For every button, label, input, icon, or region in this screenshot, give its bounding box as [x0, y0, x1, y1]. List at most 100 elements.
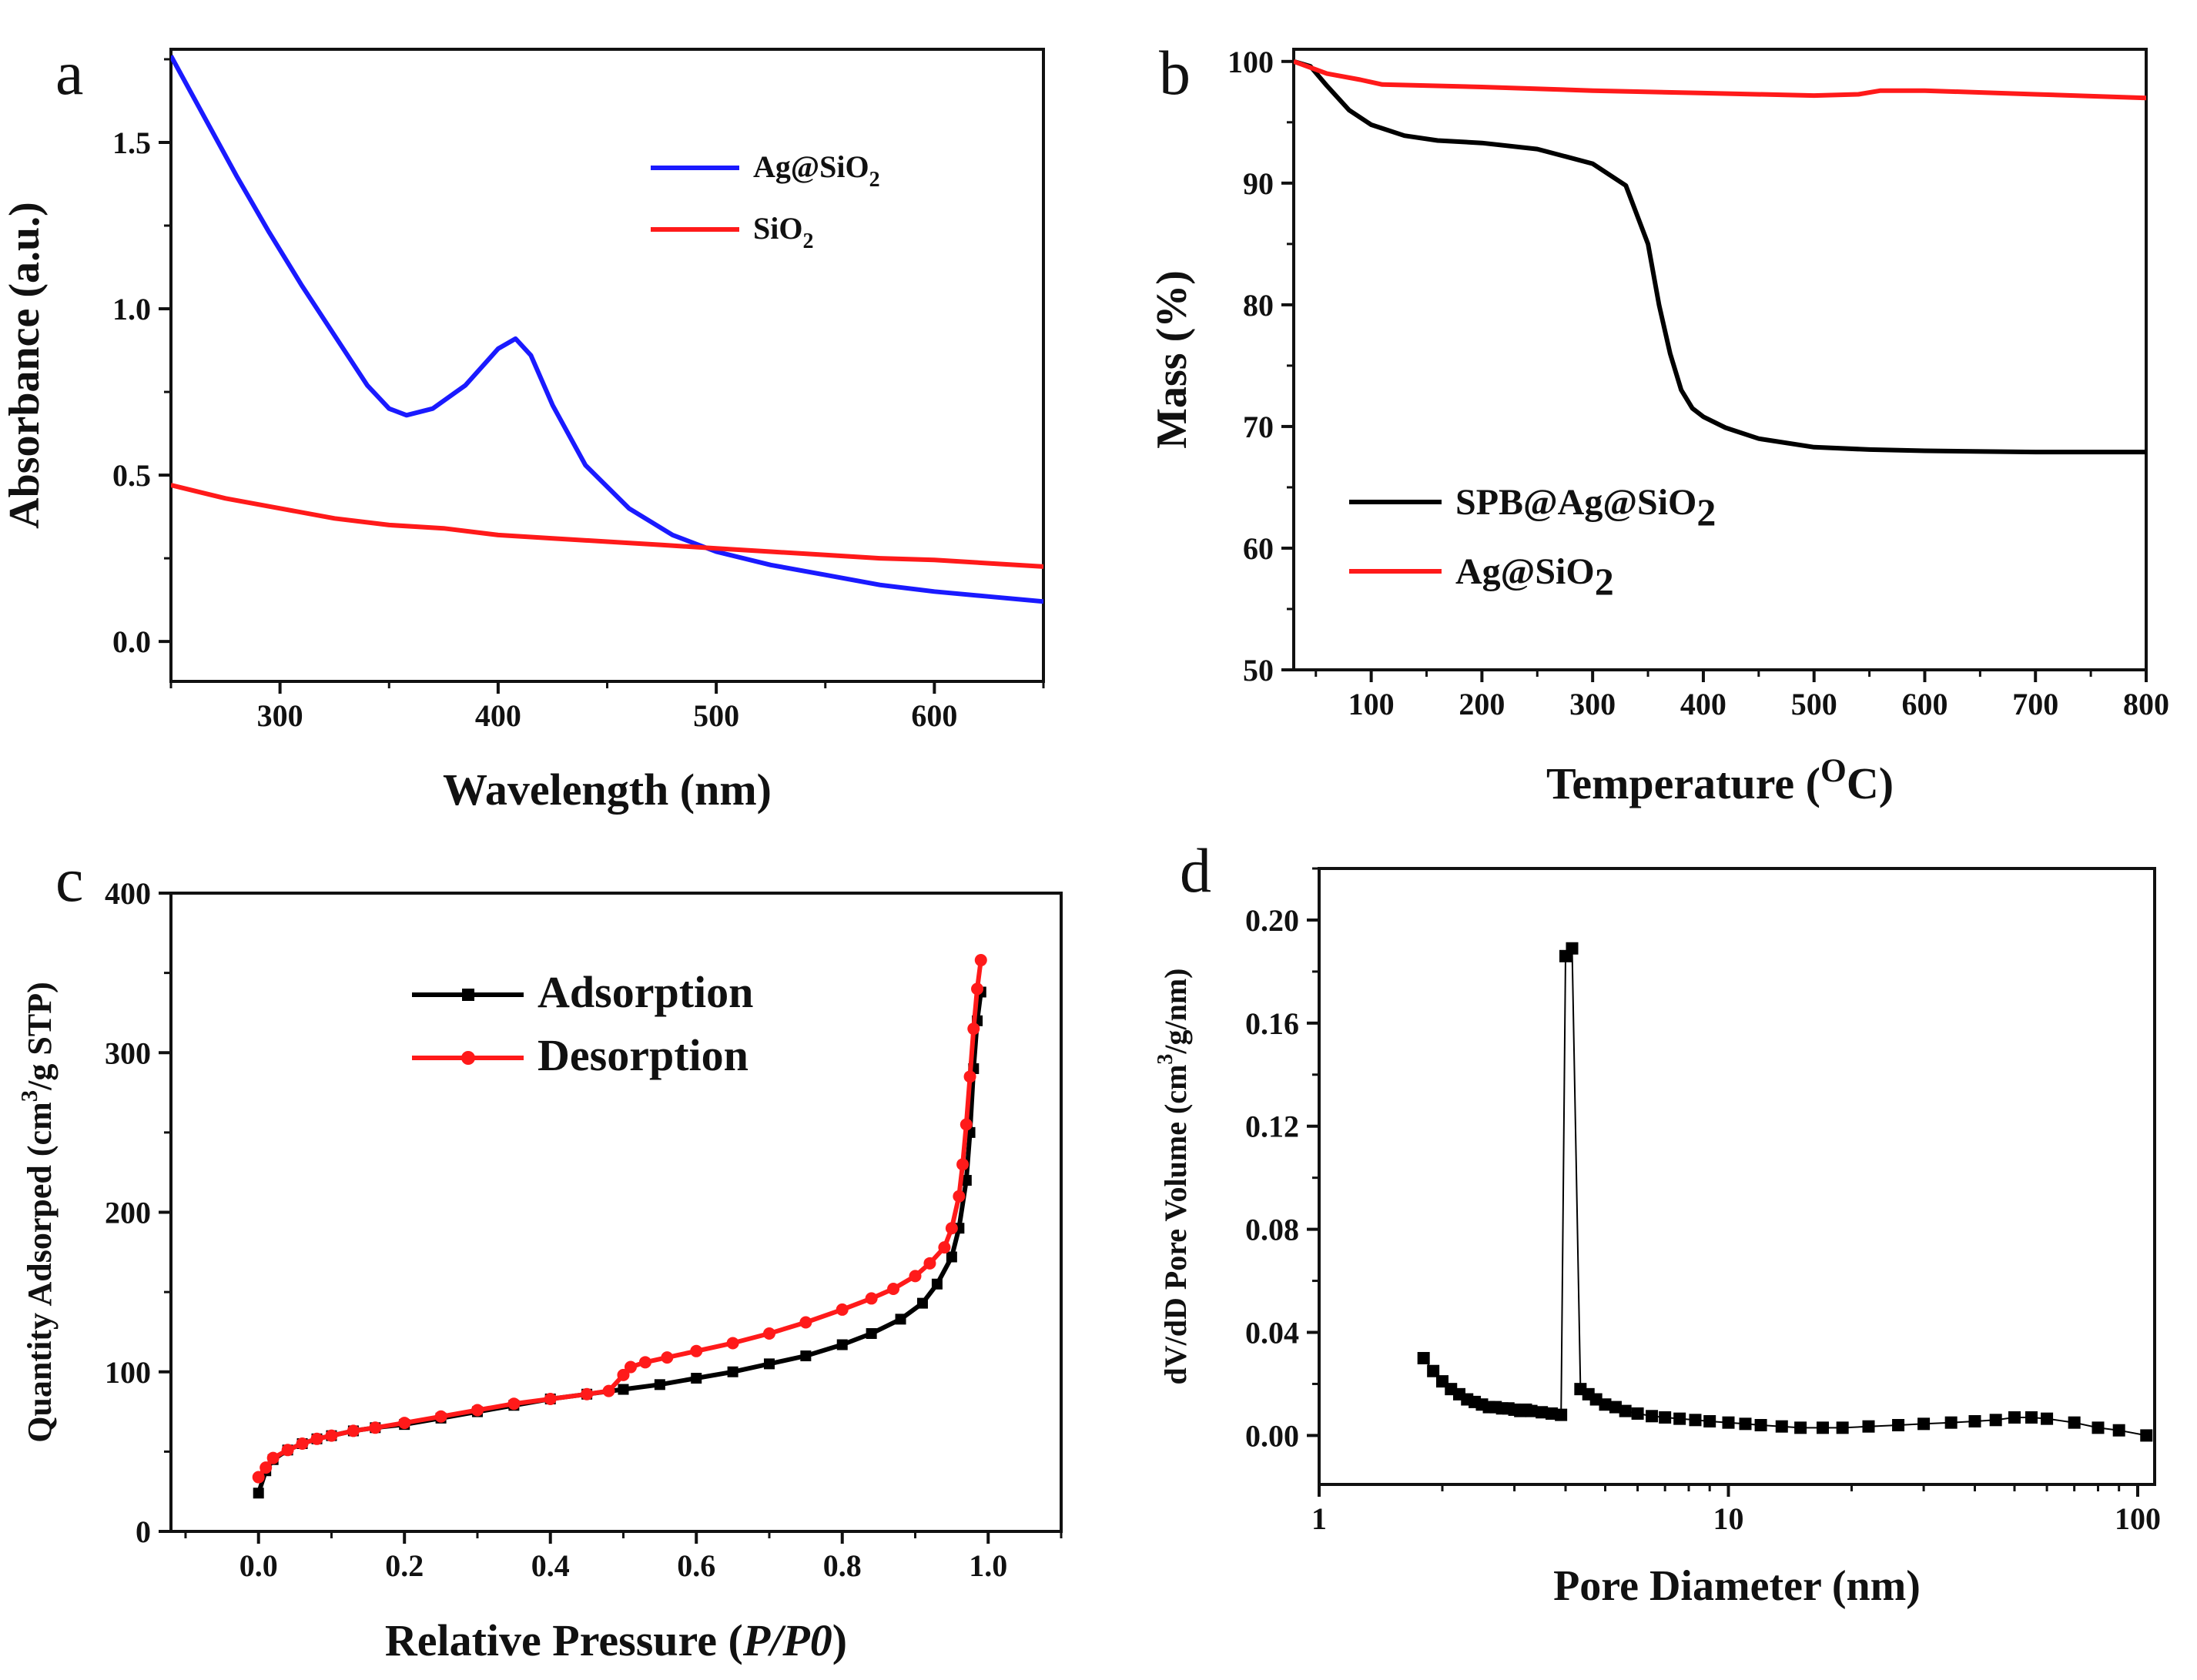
x-axis-label-text: Temperature ( — [1546, 758, 1820, 808]
plot-area — [1417, 942, 2153, 1442]
plot-area — [171, 55, 1043, 604]
data-point — [971, 982, 984, 996]
data-point — [799, 1316, 812, 1329]
plot-frame — [1318, 867, 2156, 1486]
data-point — [1722, 1416, 1735, 1429]
data-point — [1646, 1410, 1659, 1423]
data-point — [1536, 1406, 1549, 1419]
data-point — [1794, 1421, 1807, 1434]
x-axis-label-end: ) — [832, 1615, 847, 1665]
data-point — [581, 1387, 594, 1401]
y-tick-label: 1.5 — [112, 125, 151, 160]
data-point — [946, 1251, 957, 1263]
data-point — [434, 1410, 447, 1423]
data-point — [1892, 1419, 1905, 1432]
y-axis-label-sup: 3 — [1154, 1054, 1177, 1065]
data-point — [1944, 1416, 1958, 1429]
data-point — [1754, 1419, 1767, 1432]
data-point — [369, 1421, 382, 1434]
x-tick-label: 0.2 — [385, 1548, 424, 1583]
data-point — [763, 1358, 775, 1370]
x-tick-label: 100 — [1348, 687, 1395, 721]
y-tick-label: 100 — [105, 1355, 151, 1390]
data-point — [956, 1158, 970, 1171]
x-tick-label: 1 — [1311, 1501, 1327, 1536]
data-point — [1609, 1401, 1622, 1414]
x-tick-label: 600 — [911, 698, 957, 733]
data-point — [654, 1379, 665, 1391]
data-point — [2092, 1421, 2105, 1434]
legend-text: Ag@SiO — [1455, 551, 1595, 592]
y-axis-label-sup: 3 — [16, 1090, 42, 1102]
y-tick-label: 0.0 — [112, 624, 151, 659]
y-axis-label: Quantity Adsorped (cm3/g STP) — [16, 982, 59, 1442]
panel-label: b — [1159, 38, 1191, 108]
x-tick-label: 200 — [1459, 687, 1505, 721]
data-point — [618, 1384, 629, 1395]
data-point — [310, 1432, 323, 1445]
data-point — [1555, 1408, 1568, 1421]
x-axis-label: Temperature (OC) — [1546, 752, 1894, 808]
y-axis-label: Absorbance (a.u.) — [1, 202, 49, 529]
y-axis-label-text: dV/dD Pore Volume (cm — [1158, 1065, 1193, 1385]
x-tick-label: 300 — [1569, 687, 1616, 721]
chart-panel-a: a 300 400 500 600 0.0 0.5 1.0 1.5 Wavelength (nm)… — [1, 38, 1045, 815]
x-tick-label: 500 — [1791, 687, 1837, 721]
x-tick-label: 300 — [257, 698, 303, 733]
x-tick-label: 1.0 — [969, 1548, 1007, 1583]
data-point — [1968, 1414, 1981, 1427]
data-point — [281, 1444, 294, 1457]
series-line-pore-distribution — [1422, 947, 2147, 1437]
data-point — [471, 1404, 484, 1417]
data-point — [916, 1297, 928, 1309]
x-tick-label: 0.4 — [531, 1548, 570, 1583]
x-tick-label: 100 — [2115, 1501, 2161, 1536]
data-point — [1917, 1417, 1931, 1431]
data-point — [507, 1397, 521, 1411]
y-tick-label: 50 — [1243, 653, 1274, 688]
data-point — [602, 1384, 615, 1397]
x-tick-label: 0.6 — [677, 1548, 715, 1583]
y-tick-label: 0 — [136, 1514, 151, 1549]
y-tick-label: 400 — [105, 876, 151, 911]
data-point — [2025, 1411, 2038, 1424]
data-point — [691, 1373, 702, 1384]
y-tick-label: 0.00 — [1245, 1418, 1299, 1453]
x-axis-label: Pore Diameter (nm) — [1553, 1562, 1921, 1610]
data-point — [887, 1282, 900, 1295]
data-point — [1545, 1407, 1558, 1420]
data-point — [1775, 1420, 1788, 1433]
y-tick-label: 0.08 — [1245, 1213, 1299, 1247]
y-tick-label: 0.16 — [1245, 1006, 1299, 1041]
data-point — [967, 1022, 980, 1036]
data-point — [1862, 1420, 1875, 1433]
data-point — [1659, 1411, 1672, 1424]
data-point — [895, 1314, 906, 1325]
data-point — [727, 1366, 738, 1377]
legend-marker — [462, 989, 474, 1001]
data-point — [1631, 1407, 1644, 1420]
data-point — [931, 1278, 943, 1290]
legend-text: SiO — [753, 211, 802, 246]
legend-marker — [461, 1051, 475, 1065]
data-point — [1836, 1421, 1849, 1434]
data-point — [2140, 1429, 2153, 1442]
data-point — [1619, 1404, 1632, 1417]
x-axis-label-text: Relative Pressure ( — [385, 1615, 743, 1665]
data-point — [661, 1351, 674, 1364]
x-tick-label: 600 — [1901, 687, 1947, 721]
chart-panel-c: c 0.0 0.2 0.4 0.6 0.8 1.0 0 100 200 300 400 Relative… — [16, 845, 1063, 1665]
data-point — [960, 1175, 972, 1186]
x-tick-label: 500 — [693, 698, 739, 733]
data-point — [624, 1360, 637, 1374]
legend-label: Ag@SiO2 — [753, 149, 880, 192]
y-axis-label-text: Mass (%) — [1148, 270, 1196, 449]
y-tick-label: 0.12 — [1245, 1109, 1299, 1144]
data-point — [1689, 1414, 1702, 1427]
data-point — [296, 1437, 309, 1451]
y-tick-label: 0.5 — [112, 458, 151, 493]
series-line-sio — [171, 483, 1043, 569]
legend-label: Ag@SiO2 — [1455, 551, 1614, 603]
x-tick-label: 400 — [475, 698, 521, 733]
